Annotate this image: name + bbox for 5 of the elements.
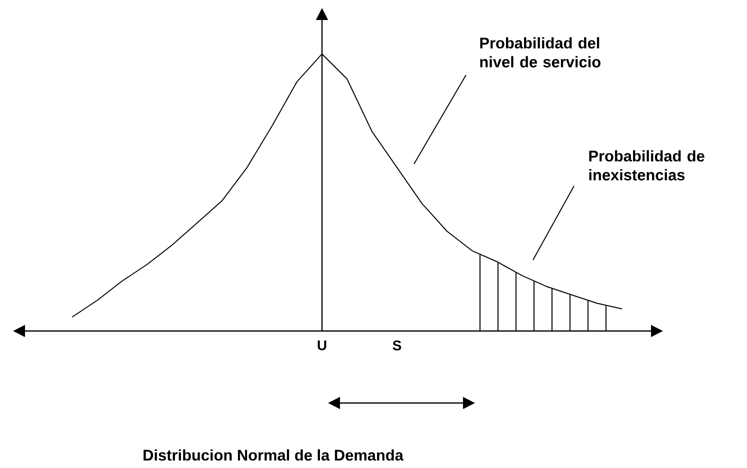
annotation: Probabilidad de inexistencias (589, 150, 704, 180)
annotation: Probabilidad del nivel de servicio (480, 37, 600, 68)
text: Distribucion Normal de la Demanda (144, 449, 404, 461)
x-tick-label: S (392, 340, 402, 350)
x-tick-label: U (318, 340, 326, 350)
